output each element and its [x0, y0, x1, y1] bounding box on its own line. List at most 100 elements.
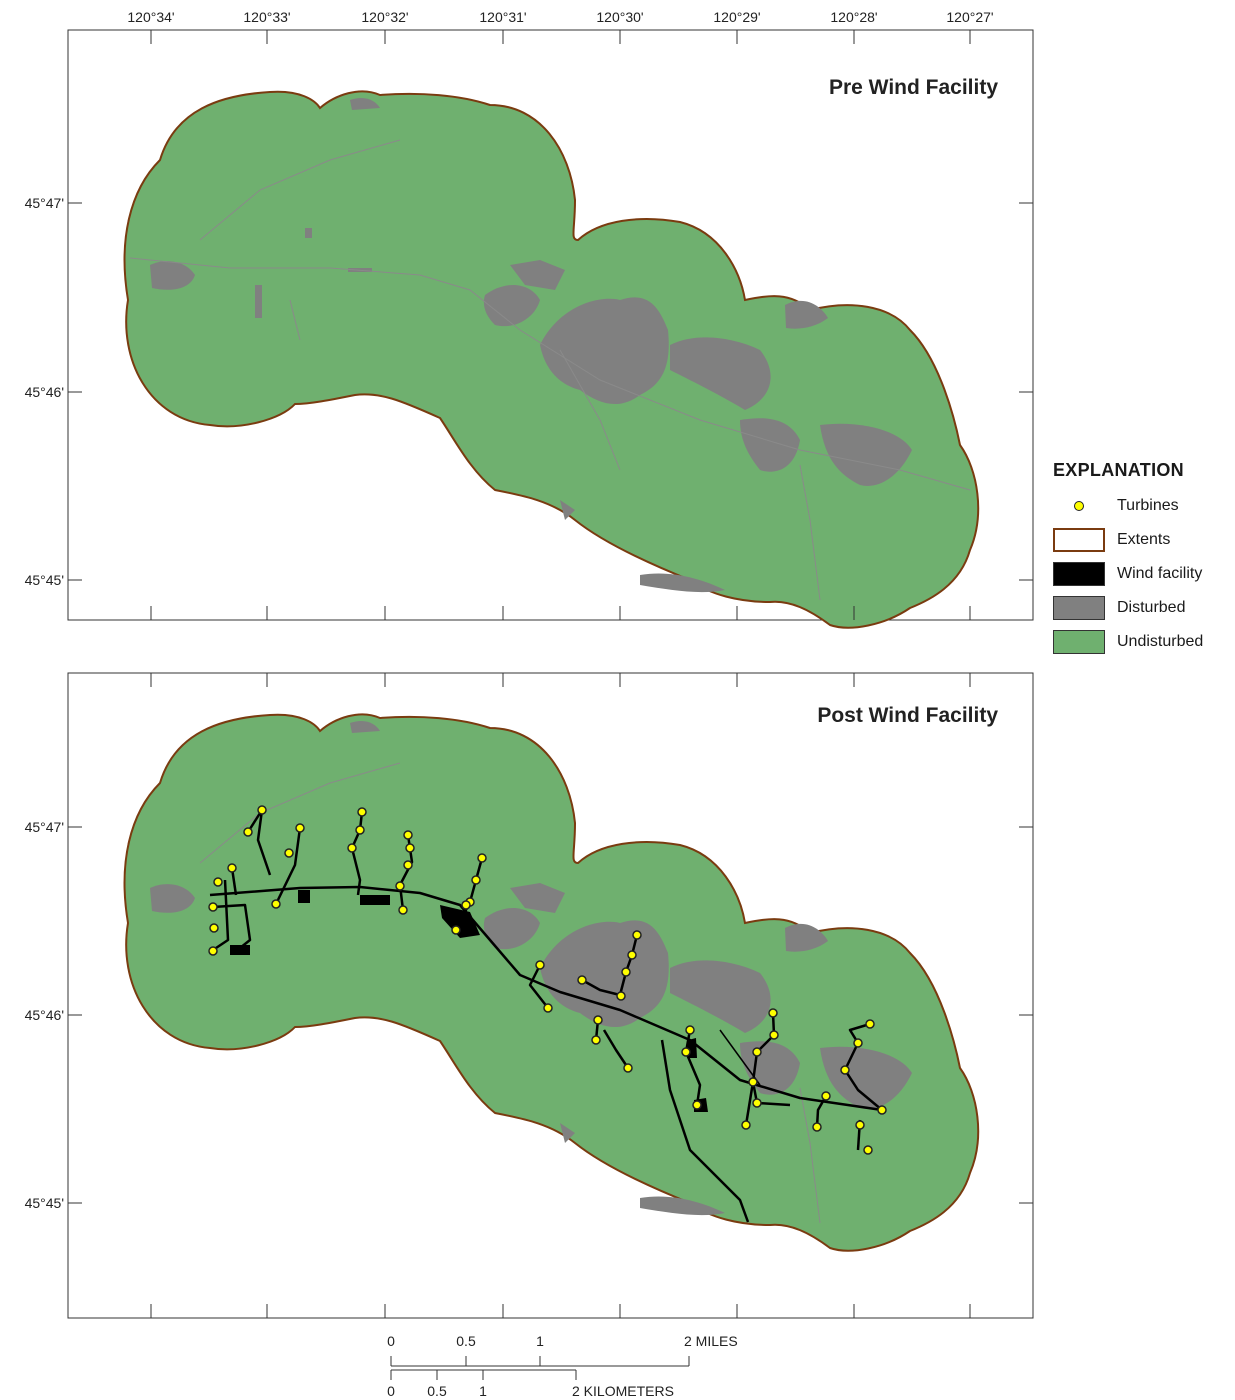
- latitude-label: 45°47': [25, 819, 64, 835]
- longitude-label: 120°32': [361, 9, 408, 25]
- wind-facility: [209, 808, 883, 1223]
- turbine-marker: [357, 807, 367, 817]
- turbine-point-icon: [1053, 494, 1105, 518]
- turbine-marker: [621, 967, 631, 977]
- turbines: [208, 805, 887, 1155]
- turbine-marker: [355, 825, 365, 835]
- turbine-marker: [543, 1003, 553, 1013]
- extent-outline-icon: [1053, 528, 1105, 552]
- turbine-marker: [227, 863, 237, 873]
- turbine-marker: [593, 1015, 603, 1025]
- disturbed-areas: [150, 720, 912, 1216]
- turbine-marker: [213, 877, 223, 887]
- roads: [129, 139, 971, 601]
- legend-label: Wind facility: [1117, 565, 1203, 582]
- latitude-label: 45°46': [25, 1007, 64, 1023]
- turbine-marker: [627, 950, 637, 960]
- scale-label: 1: [479, 1383, 487, 1399]
- scale-bar-miles: [390, 1356, 690, 1367]
- turbine-marker: [748, 1077, 758, 1087]
- legend-label: Disturbed: [1117, 599, 1186, 616]
- extent-area: [123, 713, 980, 1252]
- axis-ticks: [68, 673, 1033, 1318]
- latitude-label: 45°47': [25, 195, 64, 211]
- turbine-marker: [208, 902, 218, 912]
- scale-label: 0: [387, 1333, 395, 1349]
- turbine-marker: [741, 1120, 751, 1130]
- turbine-marker: [752, 1047, 762, 1057]
- undisturbed-swatch-icon: [1053, 630, 1105, 654]
- turbine-marker: [863, 1145, 873, 1155]
- longitude-label: 120°30': [596, 9, 643, 25]
- turbine-marker: [681, 1047, 691, 1057]
- turbine-marker: [403, 830, 413, 840]
- latitude-labels: 45°47' 45°46' 45°45' 45°47' 45°46' 45°45': [25, 195, 64, 1211]
- longitude-label: 120°34': [127, 9, 174, 25]
- turbine-marker: [840, 1065, 850, 1075]
- longitude-label: 120°29': [713, 9, 760, 25]
- latitude-label: 45°46': [25, 384, 64, 400]
- turbine-marker: [685, 1025, 695, 1035]
- turbine-marker: [257, 805, 267, 815]
- turbine-marker: [471, 875, 481, 885]
- panel-post: Post Wind Facility: [67, 672, 1034, 1319]
- longitude-label: 120°31': [479, 9, 526, 25]
- longitude-label: 120°27': [946, 9, 993, 25]
- turbine-marker: [692, 1100, 702, 1110]
- turbine-marker: [451, 925, 461, 935]
- turbine-marker: [812, 1122, 822, 1132]
- turbine-marker: [577, 975, 587, 985]
- turbine-marker: [769, 1030, 779, 1040]
- longitude-label: 120°33': [243, 9, 290, 25]
- turbine-marker: [865, 1019, 875, 1029]
- scale-label: 0: [387, 1383, 395, 1399]
- turbine-marker: [347, 843, 357, 853]
- legend-item-disturbed: Disturbed: [1053, 591, 1233, 625]
- disturbed-swatch-icon: [1053, 596, 1105, 620]
- scale-label: 2 MILES: [684, 1333, 738, 1349]
- turbine-marker: [855, 1120, 865, 1130]
- turbine-marker: [398, 905, 408, 915]
- legend-item-extents: Extents: [1053, 523, 1233, 557]
- turbine-marker: [209, 923, 219, 933]
- turbine-marker: [403, 860, 413, 870]
- turbine-marker: [632, 930, 642, 940]
- panel-pre: Pre Wind Facility: [67, 29, 1034, 629]
- legend-item-wind-facility: Wind facility: [1053, 557, 1233, 591]
- scale-label: 0.5: [427, 1383, 447, 1399]
- turbine-marker: [623, 1063, 633, 1073]
- turbine-marker: [616, 991, 626, 1001]
- latitude-label: 45°45': [25, 572, 64, 588]
- scale-label: 2 KILOMETERS: [572, 1383, 674, 1399]
- legend-item-turbines: Turbines: [1053, 489, 1233, 523]
- turbine-marker: [295, 823, 305, 833]
- wind-facility-swatch-icon: [1053, 562, 1105, 586]
- turbine-marker: [208, 946, 218, 956]
- turbine-marker: [461, 900, 471, 910]
- turbine-marker: [877, 1105, 887, 1115]
- turbine-marker: [271, 899, 281, 909]
- turbine-marker: [535, 960, 545, 970]
- longitude-labels: 120°34' 120°33' 120°32' 120°31' 120°30' 120°2…: [127, 9, 993, 25]
- panel-title: Pre Wind Facility: [829, 76, 998, 99]
- turbine-marker: [477, 853, 487, 863]
- turbine-marker: [243, 827, 253, 837]
- turbine-marker: [768, 1008, 778, 1018]
- turbine-marker: [752, 1098, 762, 1108]
- turbine-marker: [821, 1091, 831, 1101]
- legend-label: Undisturbed: [1117, 633, 1204, 650]
- axis-ticks: [68, 30, 1033, 620]
- scale-label: 1: [536, 1333, 544, 1349]
- scale-bar-km: [390, 1369, 577, 1380]
- disturbed-areas: [150, 97, 912, 593]
- roads: [199, 762, 821, 1224]
- turbine-marker: [284, 848, 294, 858]
- legend: EXPLANATION Turbines Extents Wind facili…: [1053, 460, 1233, 659]
- scale-label: 0.5: [456, 1333, 476, 1349]
- turbine-marker: [853, 1038, 863, 1048]
- legend-title: EXPLANATION: [1053, 460, 1184, 480]
- latitude-label: 45°45': [25, 1195, 64, 1211]
- turbine-marker: [591, 1035, 601, 1045]
- longitude-label: 120°28': [830, 9, 877, 25]
